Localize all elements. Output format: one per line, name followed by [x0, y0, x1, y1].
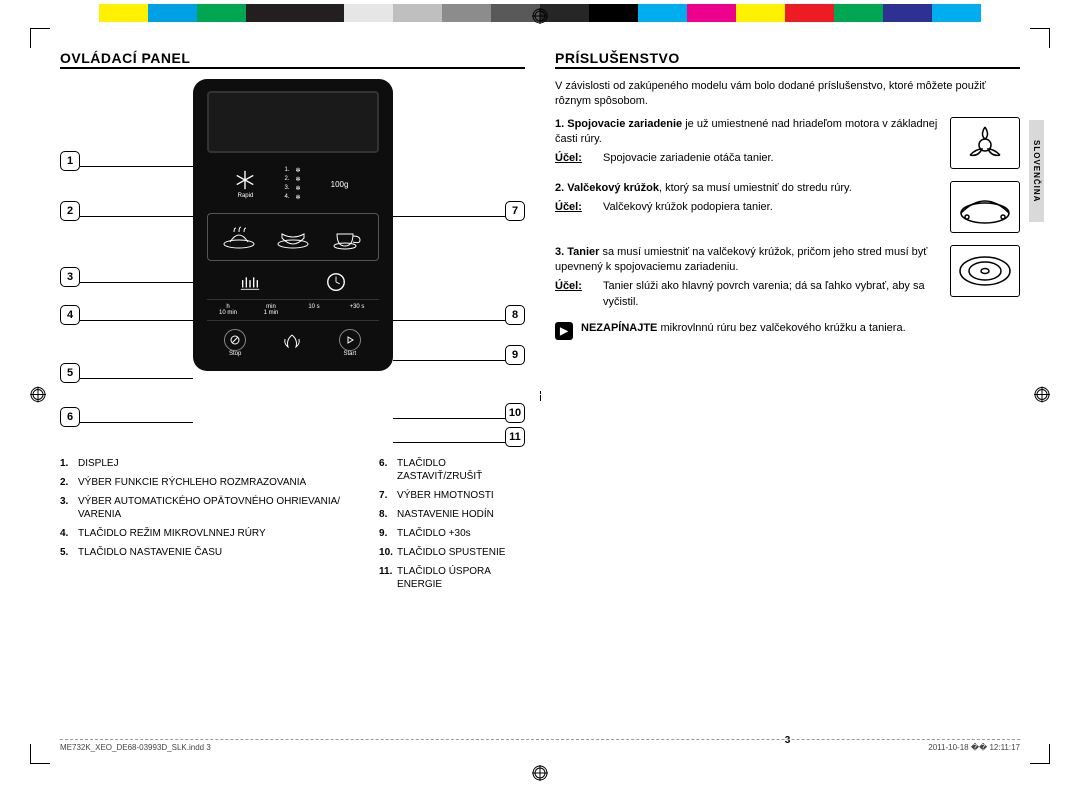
rapid-label: Rapid — [238, 193, 254, 199]
footer-filename: ME732K_XEO_DE68-03993D_SLK.indd 3 — [60, 743, 211, 752]
accessory-item: 3. Tanier sa musí umiestniť na valčekový… — [555, 245, 1020, 311]
callout-leader-line — [393, 360, 506, 361]
clock-icon — [325, 271, 347, 293]
callout-number: 7 — [505, 201, 525, 221]
accessory-item: 2. Valčekový krúžok, ktorý sa musí umies… — [555, 181, 1020, 233]
accessories-intro: V závislosti od zakúpeného modelu vám bo… — [555, 79, 1020, 109]
warning-icon: ▶ — [555, 322, 573, 340]
legend-item: 4.TLAČIDLO REŽIM MIKROVLNNEJ RÚRY — [60, 527, 359, 540]
legend-item: 5.TLAČIDLO NASTAVENIE ČASU — [60, 546, 359, 559]
callout-number: 3 — [60, 267, 80, 287]
registration-mark-left — [30, 387, 46, 406]
callout-leader-line — [80, 378, 193, 379]
footer-timestamp: 2011-10-18 �� 12:11:17 — [928, 743, 1020, 752]
callout-row: 1 — [60, 151, 193, 181]
start-label: Start — [343, 351, 356, 357]
weight-label: 100g — [331, 180, 349, 189]
callout-row: 4 — [60, 305, 193, 335]
callout-row: 6 — [60, 407, 193, 437]
warning-row: ▶ NEZAPÍNAJTE mikrovlnnú rúru bez valček… — [555, 322, 1020, 340]
left-column: OVLÁDACÍ PANEL Rapid 1.✻ 2.✻ 3.✻ 4.✻ — [60, 50, 525, 742]
section-title-control-panel: OVLÁDACÍ PANEL — [60, 50, 525, 69]
microwave-mode-icon — [239, 271, 261, 293]
legend-item: 9.TLAČIDLO +30s — [379, 527, 525, 540]
right-column: PRÍSLUŠENSTVO V závislosti od zakúpeného… — [555, 50, 1020, 742]
accessory-illustration — [950, 117, 1020, 169]
crop-mark — [1030, 28, 1050, 48]
callout-number: 8 — [505, 305, 525, 325]
plate-food-icon — [222, 224, 256, 250]
callout-row: 7 — [393, 201, 526, 231]
accessory-item: 1. Spojovacie zariadenie je už umiestnen… — [555, 117, 1020, 169]
snowflake-icon — [234, 169, 256, 191]
warning-text: NEZAPÍNAJTE mikrovlnnú rúru bez valčekov… — [581, 322, 906, 334]
defrost-program-numbers: 1.✻ 2.✻ 3.✻ 4.✻ — [284, 167, 300, 201]
panel-mode-row — [207, 269, 379, 299]
legend-item: 6.TLAČIDLO ZASTAVIŤ/ZRUŠIŤ — [379, 457, 525, 483]
section-title-accessories: PRÍSLUŠENSTVO — [555, 50, 1020, 69]
callout-leader-line — [80, 166, 193, 167]
crop-mark — [30, 28, 50, 48]
legend-item: 8.NASTAVENIE HODÍN — [379, 508, 525, 521]
callout-leader-line — [80, 422, 193, 423]
callout-number: 6 — [60, 407, 80, 427]
bowl-icon — [276, 224, 310, 250]
legend-item: 2.VÝBER FUNKCIE RÝCHLEHO ROZMRAZOVANIA — [60, 476, 359, 489]
crop-mark — [30, 744, 50, 764]
legend-item: 7.VÝBER HMOTNOSTI — [379, 489, 525, 502]
cup-icon — [330, 224, 364, 250]
microwave-control-panel: Rapid 1.✻ 2.✻ 3.✻ 4.✻ 100g — [193, 79, 393, 371]
callout-number: 9 — [505, 345, 525, 365]
panel-reheat-box — [207, 213, 379, 261]
callout-row: 3 — [60, 267, 193, 297]
print-footer: ME732K_XEO_DE68-03993D_SLK.indd 3 2011-1… — [60, 739, 1020, 752]
stop-button-icon — [224, 329, 246, 351]
callout-leader-line — [393, 216, 506, 217]
callout-row: 9 — [393, 345, 526, 375]
callout-row: 8 — [393, 305, 526, 335]
callout-row: 11 — [393, 427, 526, 457]
callout-number: 1 — [60, 151, 80, 171]
callout-number: 2 — [60, 201, 80, 221]
registration-mark-bottom — [532, 765, 548, 784]
registration-mark-right — [1034, 387, 1050, 406]
legend-item: 1.DISPLEJ — [60, 457, 359, 470]
callout-row: 2 — [60, 201, 193, 231]
accessory-illustration — [950, 245, 1020, 297]
callout-number: 10 — [505, 403, 525, 423]
crop-mark — [1030, 744, 1050, 764]
language-tab: SLOVENČINA — [1029, 120, 1044, 222]
callout-leader-line — [393, 418, 506, 419]
panel-bottom-row: Stop Start — [207, 321, 379, 357]
center-cut-marks — [534, 391, 546, 401]
registration-mark-top — [532, 8, 548, 27]
callout-number: 11 — [505, 427, 525, 447]
start-button-icon — [339, 329, 361, 351]
callout-leader-line — [393, 442, 506, 443]
callout-row: 5 — [60, 363, 193, 393]
legend-item: 3.VÝBER AUTOMATICKÉHO OPÄTOVNÉHO OHRIEVA… — [60, 495, 359, 521]
page-content: OVLÁDACÍ PANEL Rapid 1.✻ 2.✻ 3.✻ 4.✻ — [60, 50, 1020, 742]
accessories-list: 1. Spojovacie zariadenie je už umiestnen… — [555, 117, 1020, 311]
panel-time-row: h10 min min1 min 10 s +30 s — [207, 299, 379, 321]
accessory-illustration — [950, 181, 1020, 233]
callout-leader-line — [80, 216, 193, 217]
callout-leader-line — [80, 320, 193, 321]
callout-number: 4 — [60, 305, 80, 325]
legend-item: 11.TLAČIDLO ÚSPORA ENERGIE — [379, 565, 525, 591]
panel-display — [207, 91, 379, 153]
energy-save-icon — [281, 332, 303, 354]
callout-number: 5 — [60, 363, 80, 383]
legend-item: 10.TLAČIDLO SPUSTENIE — [379, 546, 525, 559]
stop-label: Stop — [229, 351, 241, 357]
callout-leader-line — [80, 282, 193, 283]
callout-leader-line — [393, 320, 506, 321]
panel-defrost-row: Rapid 1.✻ 2.✻ 3.✻ 4.✻ 100g — [207, 163, 379, 205]
control-panel-legend: 1.DISPLEJ 2.VÝBER FUNKCIE RÝCHLEHO ROZMRA… — [60, 457, 525, 597]
